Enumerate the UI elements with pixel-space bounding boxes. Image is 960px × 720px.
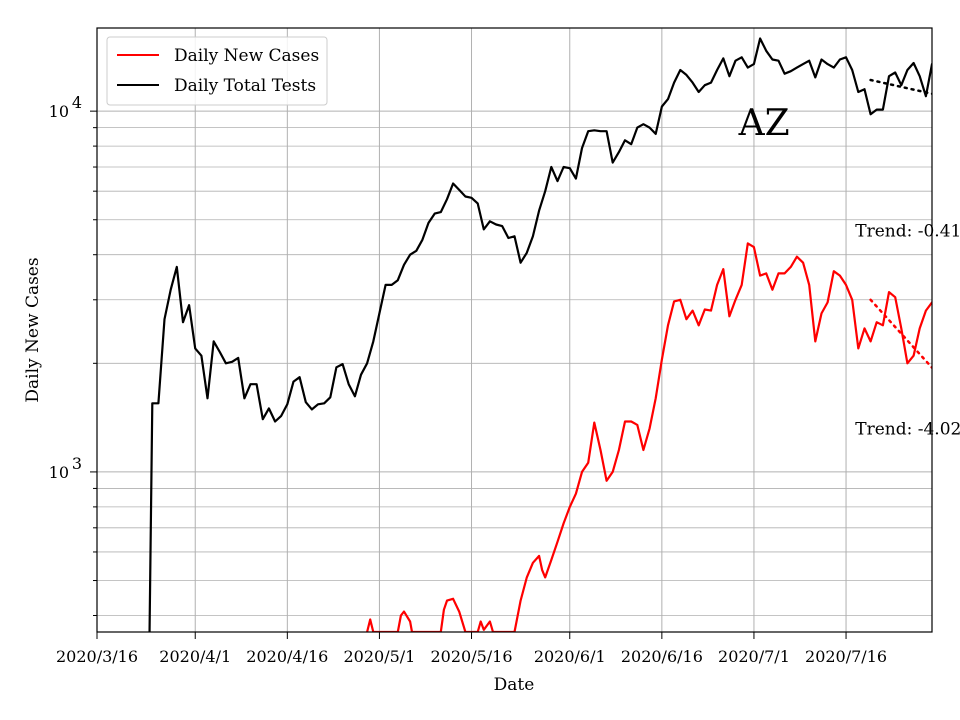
cases-trend-label: Trend: -4.02% per day (855, 419, 960, 439)
tests-trend-label: Trend: -0.41% per day (855, 221, 960, 241)
y-tick-label: 10 (49, 102, 69, 121)
y-tick-exponent: 3 (72, 454, 82, 473)
series-layer (148, 37, 932, 632)
x-tick-label: 2020/7/16 (805, 647, 887, 666)
legend-label-cases: Daily New Cases (174, 46, 319, 66)
x-tick-label: 2020/5/16 (430, 647, 512, 666)
x-tick-label: 2020/7/1 (718, 647, 790, 666)
annotations: AZ Trend: -0.41% per day Trend: -4.02% p… (738, 103, 960, 440)
x-tick-label: 2020/6/16 (621, 647, 703, 666)
legend-box (106, 36, 328, 106)
cases-trend-line (869, 298, 932, 370)
x-tick-label: 2020/4/1 (159, 647, 231, 666)
series-line-daily-new-cases (366, 242, 932, 632)
x-tick-label: 2020/3/16 (56, 647, 138, 666)
plot-frame (96, 27, 933, 633)
y-axis-label: Daily New Cases (23, 257, 43, 402)
x-axis-label: Date (494, 675, 535, 695)
state-label: AZ (738, 103, 790, 144)
x-tick-label: 2020/4/16 (246, 647, 328, 666)
plot-background (97, 28, 932, 632)
legend: Daily New Cases Daily Total Tests (106, 36, 328, 106)
grid (96, 28, 932, 632)
y-tick-exponent: 4 (72, 93, 82, 112)
series-line-daily-total-tests (148, 37, 932, 632)
y-tick-label: 10 (49, 463, 69, 482)
tests-trend-line (869, 78, 932, 96)
x-tick-label: 2020/5/1 (343, 647, 415, 666)
x-tick-label: 2020/6/1 (534, 647, 606, 666)
legend-label-tests: Daily Total Tests (174, 76, 316, 96)
